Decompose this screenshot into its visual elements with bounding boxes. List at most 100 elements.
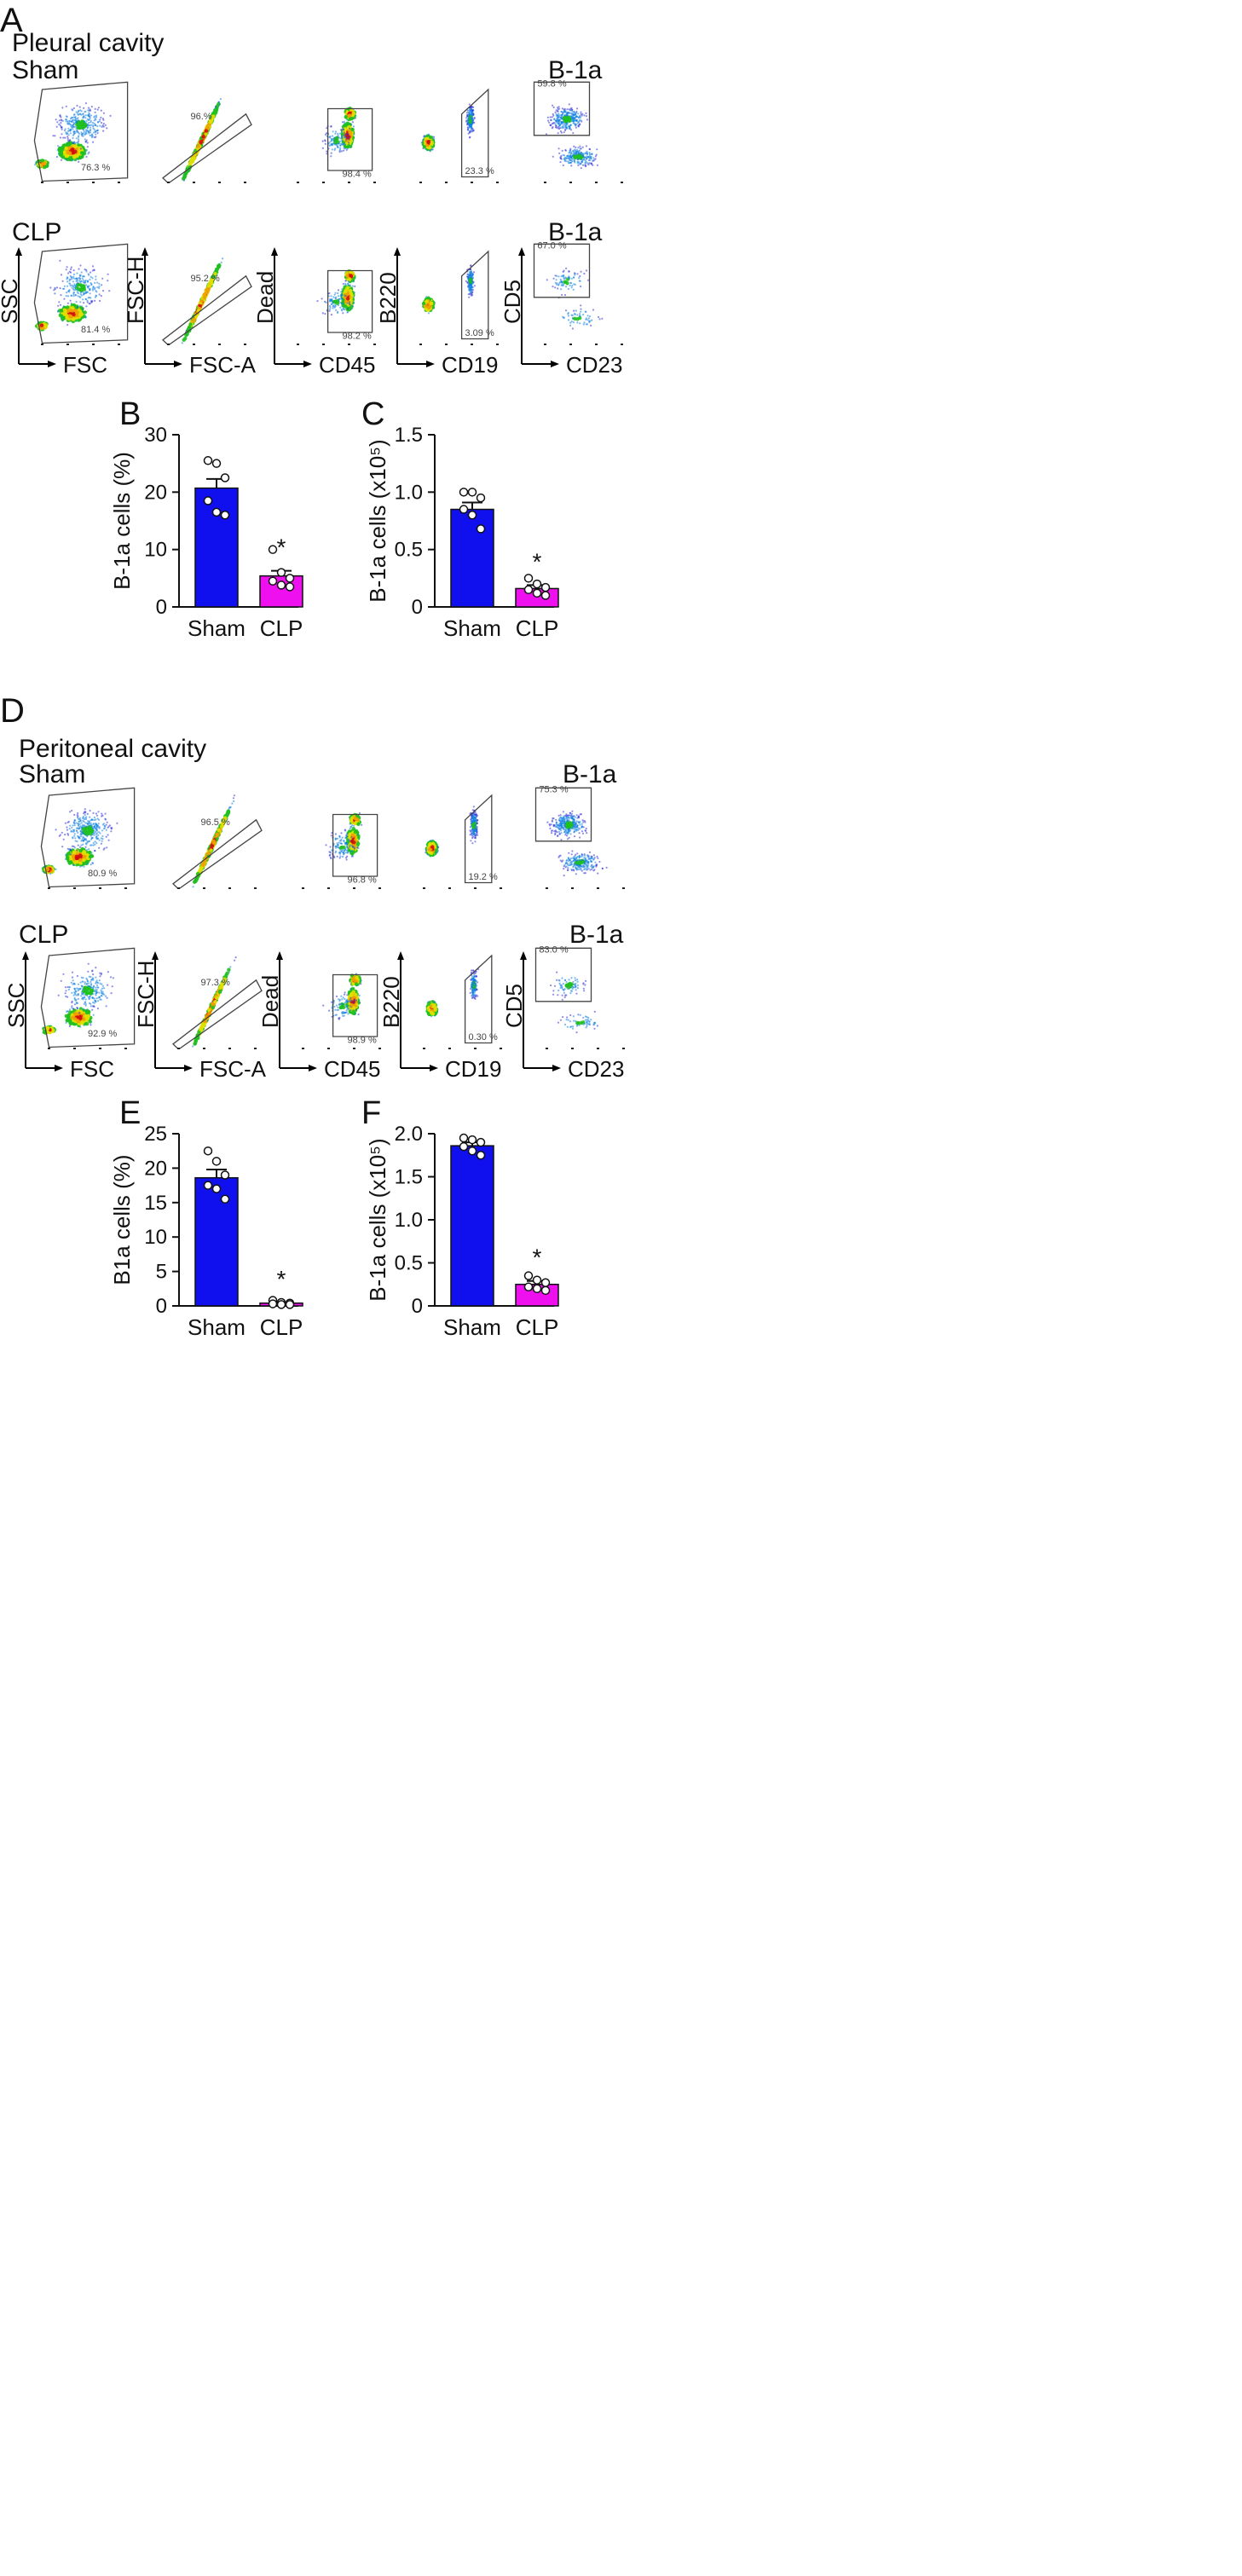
y-tick-label: 25 [144, 1123, 167, 1146]
axis-tick [544, 344, 546, 346]
y-tick-label: 0 [156, 596, 167, 619]
gate-outline [460, 250, 489, 340]
flow-plot-a-1-0: 81.4 % [26, 239, 136, 346]
gate-percent: 96.8 % [348, 875, 377, 886]
axis-tick [218, 344, 221, 346]
data-point [467, 488, 477, 497]
data-point [276, 1300, 286, 1309]
x-category-label: CLP [516, 615, 559, 641]
axis-arrow-svg [276, 951, 317, 1071]
axis-tick [124, 887, 127, 890]
gate-outline [534, 947, 592, 1002]
data-point [540, 591, 551, 600]
y-tick-label: 15 [144, 1192, 167, 1215]
panel-letter-b: B [119, 396, 141, 432]
bar-sham [194, 1176, 239, 1307]
axis-arrow-svg [520, 951, 561, 1071]
axis-tick [348, 344, 350, 346]
axis-arrow-svg [152, 951, 193, 1071]
density-dots [34, 102, 112, 170]
data-point [523, 585, 534, 595]
axis-arrows [22, 951, 90, 1079]
gate-percent: 96.5 % [201, 817, 230, 828]
section-title-pleural: Pleural cavity [12, 29, 165, 57]
flow-plot-svg: 19.2 % [423, 794, 502, 890]
x-category-label: Sham [188, 1314, 246, 1340]
data-point [211, 1184, 222, 1193]
density-dots [192, 956, 237, 1048]
x-axis-arrowhead [184, 1065, 193, 1071]
flow-y-label: B220 [378, 976, 404, 1028]
bar-chart-f: F 0 0.5 1.0 1.5 2.0B-1a cells (x10⁵) Sham CLP * [361, 1095, 559, 1340]
flow-plot-svg: 75.3 % [534, 784, 625, 890]
y-tick-label: 5 [156, 1261, 167, 1284]
panel-letter-f: F [361, 1095, 381, 1131]
axis-tick [193, 182, 195, 184]
flow-plot-d-0-0: 80.9 % [32, 783, 143, 890]
density-dots [425, 968, 480, 1018]
axis-tick [92, 182, 95, 184]
data-point [203, 1181, 213, 1190]
density-dots [425, 806, 479, 858]
data-point [220, 1194, 230, 1204]
flow-plot-svg: 76.3 % [33, 81, 129, 184]
axis-tick [569, 182, 572, 184]
flow-plot-d-0-4: 75.3 % [530, 783, 641, 890]
gate-outline [464, 954, 493, 1044]
flow-plot-svg: 96.5 % [172, 794, 263, 890]
x-axis-arrowhead [48, 361, 56, 367]
data-point [532, 588, 542, 598]
b1a-label-d-sham: B-1a [563, 760, 617, 788]
data-point [532, 579, 542, 589]
gate-percent: 75.3 % [539, 784, 568, 794]
gate-outline [162, 113, 252, 184]
density-dots [182, 98, 222, 182]
axis-arrow-svg [518, 247, 559, 367]
x-axis-arrowhead [55, 1065, 63, 1071]
flow-y-label: FSC-H [123, 256, 148, 324]
axis-tick [118, 182, 120, 184]
flow-x-label: FSC [63, 352, 107, 378]
axis-tick [500, 887, 502, 890]
flow-plot-svg: 96.% [162, 98, 252, 184]
axis-tick [496, 344, 499, 346]
density-dots [420, 103, 476, 153]
axis-arrows [518, 247, 586, 375]
flow-plot-svg: 98.2 % [297, 269, 376, 346]
flow-plot-d-1-4: 83.0 % [530, 943, 641, 1050]
gate-percent: 98.9 % [348, 1036, 377, 1046]
gate-outline [533, 243, 591, 298]
axis-tick [378, 887, 381, 890]
panel-letter-c: C [361, 396, 384, 432]
gate-outline [533, 81, 591, 136]
flow-y-label: Dead [252, 270, 278, 324]
axis-tick [496, 182, 499, 184]
flow-plot-a-0-3: 23.3 % [404, 77, 515, 184]
density-dots [325, 811, 363, 861]
data-point [220, 1170, 230, 1180]
axis-tick [327, 1048, 330, 1050]
y-axis-label: B-1a cells (x10⁵) [365, 439, 390, 602]
axis-tick [471, 344, 473, 346]
flow-x-label: CD19 [445, 1056, 502, 1082]
gate-outline [40, 787, 136, 888]
axis-tick [177, 887, 180, 890]
data-point [203, 456, 213, 465]
flow-y-label: SSC [0, 278, 22, 324]
gate-percent: 59.8 % [537, 78, 566, 89]
axis-tick [203, 1048, 205, 1050]
data-point [476, 493, 486, 503]
axis-tick [474, 887, 477, 890]
axis-tick [423, 887, 425, 890]
gate-outline [326, 269, 373, 333]
axis-tick [597, 1048, 599, 1050]
gate-outline [332, 813, 378, 877]
x-category-label: Sham [188, 615, 246, 641]
bar-sham [450, 508, 494, 608]
data-point [540, 1285, 551, 1296]
flow-plot-d-1-1: 97.3 % [162, 943, 273, 1050]
x-axis-arrowhead [430, 1065, 438, 1071]
flow-plot-svg: 3.09 % [419, 250, 499, 346]
data-point [476, 1151, 486, 1160]
flow-plot-d-0-2: 96.8 % [286, 783, 397, 890]
